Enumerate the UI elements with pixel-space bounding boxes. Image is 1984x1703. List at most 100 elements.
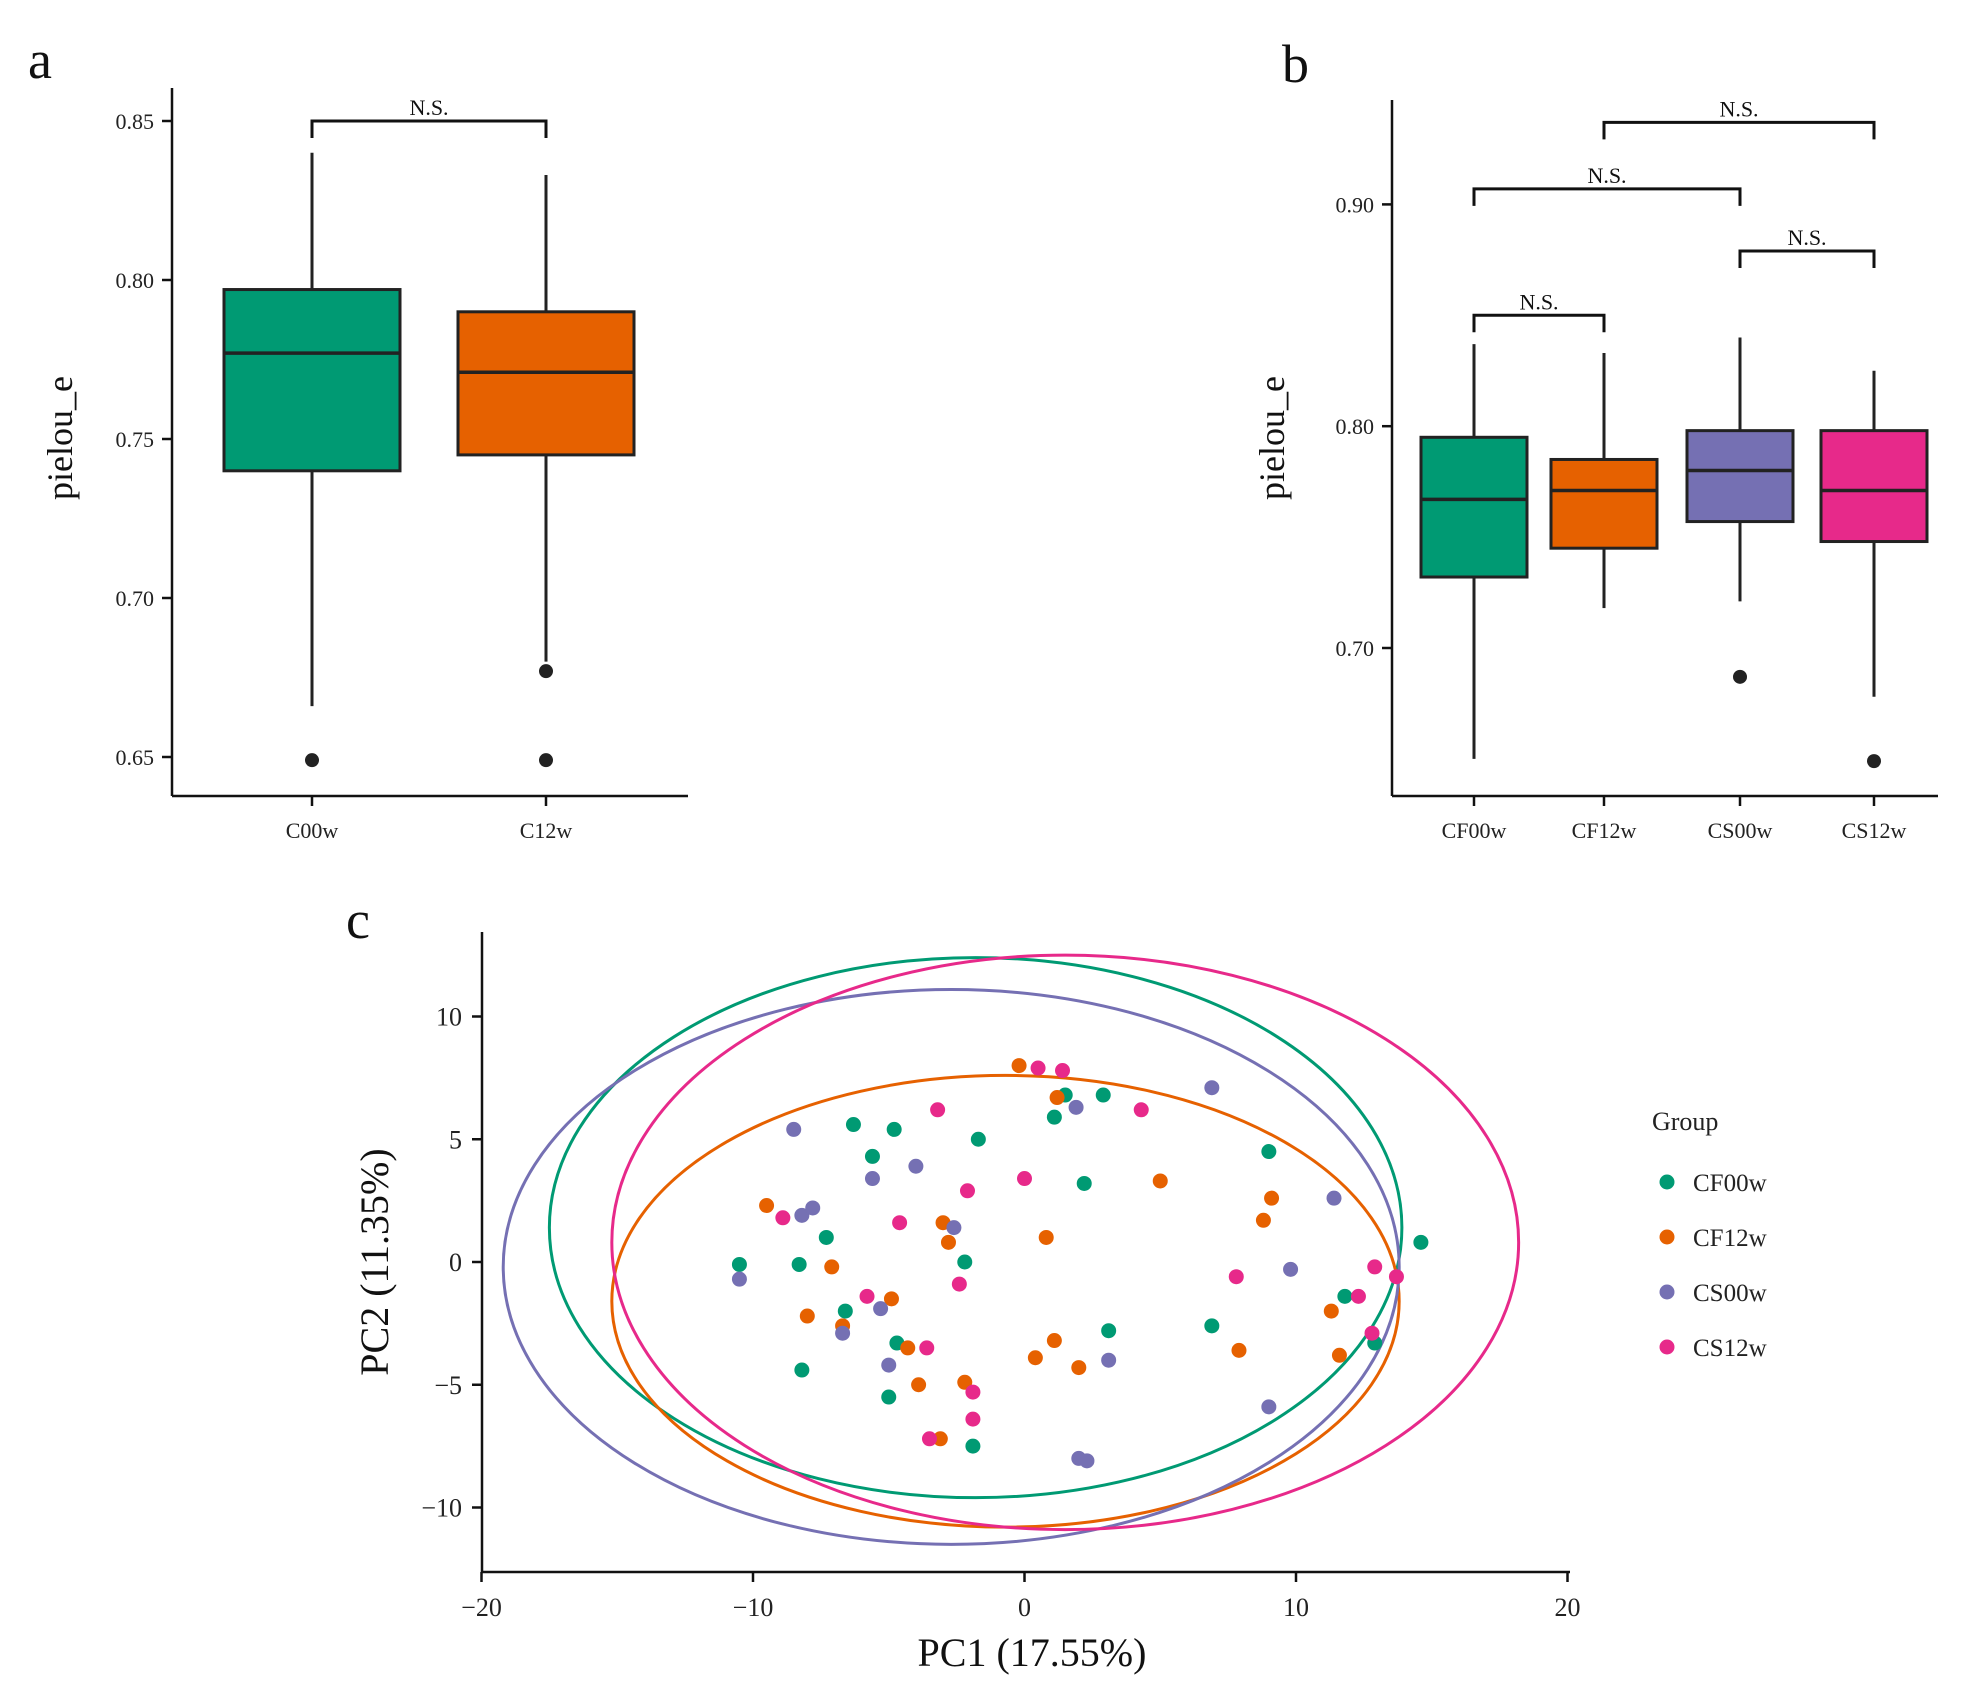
data-point [1228, 1269, 1244, 1285]
significance-line [1472, 187, 1742, 206]
box-c12w [456, 175, 636, 768]
data-point [919, 1340, 935, 1356]
significance-line [310, 119, 548, 138]
data-point [946, 1220, 962, 1236]
data-point [1038, 1229, 1054, 1245]
legend: Group CF00w CF12w CS00w CS12w [1652, 1107, 1767, 1362]
series-cs12w [775, 1060, 1404, 1447]
legend-item-cf12w: CF12w [1659, 1225, 1767, 1252]
a-y-tick-label: 0.65 [116, 745, 155, 770]
data-point [731, 1271, 747, 1287]
panel-b-boxplot: b pielou_e 0.70 0.80 0.90 CF00w CF12w CS00w CS… [1252, 34, 1938, 843]
c-y-tick-label: 0 [449, 1248, 462, 1277]
legend-item-cs12w: CS12w [1659, 1335, 1767, 1362]
b-y-tick-label: 0.80 [1336, 414, 1375, 439]
a-y-tick-label: 0.85 [116, 109, 155, 134]
c-x-tick-label: −10 [733, 1593, 774, 1622]
data-point [900, 1340, 916, 1356]
data-point [930, 1102, 946, 1118]
data-point [824, 1259, 840, 1275]
data-point [794, 1362, 810, 1378]
data-point [1261, 1399, 1277, 1415]
box-cf12w [1549, 353, 1659, 609]
significance-line [1738, 249, 1876, 268]
data-point [799, 1308, 815, 1324]
panel-b-y-axis-title: pielou_e [1252, 376, 1292, 500]
legend-label: CS12w [1693, 1335, 1767, 1362]
data-point [759, 1198, 775, 1214]
c-y-tick-label: 5 [449, 1125, 462, 1154]
legend-label: CS00w [1693, 1280, 1767, 1307]
data-point [1011, 1058, 1027, 1074]
series-cf00w [731, 1087, 1429, 1454]
confidence-ellipse-cf12w [610, 1073, 1401, 1529]
data-point [1337, 1288, 1353, 1304]
c-y-tick-label: 10 [436, 1003, 462, 1032]
data-point [965, 1384, 981, 1400]
data-point [1413, 1234, 1429, 1250]
data-point [1076, 1175, 1092, 1191]
data-point [940, 1234, 956, 1250]
data-point [1283, 1261, 1299, 1277]
significance-bracket: N.S. [310, 95, 548, 138]
data-point [1133, 1102, 1149, 1118]
b-y-tick-label: 0.70 [1336, 636, 1375, 661]
significance-line [1602, 120, 1876, 140]
data-point [837, 1303, 853, 1319]
legend-swatch [1659, 1174, 1675, 1190]
panel-c-x-axis-title: PC1 (17.55%) [918, 1630, 1147, 1675]
series-cs00w [731, 1080, 1342, 1469]
data-point [1071, 1360, 1087, 1376]
legend-swatch [1659, 1229, 1675, 1245]
panel-b-letter: b [1282, 34, 1309, 94]
data-point [1326, 1190, 1342, 1206]
outlier-point [1867, 754, 1881, 769]
data-point [818, 1229, 834, 1245]
b-x-tick-label: CF12w [1572, 818, 1637, 843]
significance-bracket: N.S. [1602, 96, 1876, 140]
c-x-tick-label: 0 [1018, 1593, 1031, 1622]
legend-label: CF00w [1693, 1170, 1767, 1197]
confidence-ellipse-cs00w [501, 987, 1401, 1546]
data-point [965, 1438, 981, 1454]
data-point [951, 1276, 967, 1292]
outlier-point [539, 664, 553, 679]
data-point [1030, 1060, 1046, 1076]
outlier-point [305, 753, 319, 768]
series-cf12w [759, 1058, 1347, 1447]
data-point [908, 1158, 924, 1174]
significance-label: N.S. [1787, 225, 1826, 250]
significance-bracket: N.S. [1472, 289, 1606, 333]
data-point [1079, 1453, 1095, 1469]
c-x-tick-label: 10 [1283, 1593, 1309, 1622]
data-point [1323, 1303, 1339, 1319]
box-body [1549, 457, 1659, 550]
data-point [911, 1377, 927, 1393]
data-point [1101, 1352, 1117, 1368]
data-point [1055, 1063, 1071, 1079]
b-x-tick-label: CS00w [1708, 818, 1773, 843]
data-point [881, 1357, 897, 1373]
outlier-point [539, 753, 553, 768]
c-x-tick-label: 20 [1555, 1593, 1581, 1622]
data-point [775, 1210, 791, 1226]
data-point [864, 1171, 880, 1187]
data-point [1367, 1259, 1383, 1275]
significance-bracket: N.S. [1738, 225, 1876, 268]
legend-swatch [1659, 1339, 1675, 1355]
significance-label: N.S. [409, 95, 448, 120]
data-point [881, 1389, 897, 1405]
data-point [873, 1301, 889, 1317]
data-point [1331, 1347, 1347, 1363]
panel-c-y-axis-title: PC2 (11.35%) [352, 1148, 397, 1375]
data-point [965, 1411, 981, 1427]
b-x-tick-label: CF00w [1442, 818, 1507, 843]
b-x-tick-label: CS12w [1842, 818, 1907, 843]
data-point [845, 1117, 861, 1133]
data-point [1046, 1109, 1062, 1125]
box-body [1419, 435, 1529, 579]
data-point [1068, 1099, 1084, 1115]
data-point [1152, 1173, 1168, 1189]
data-point [1027, 1350, 1043, 1366]
